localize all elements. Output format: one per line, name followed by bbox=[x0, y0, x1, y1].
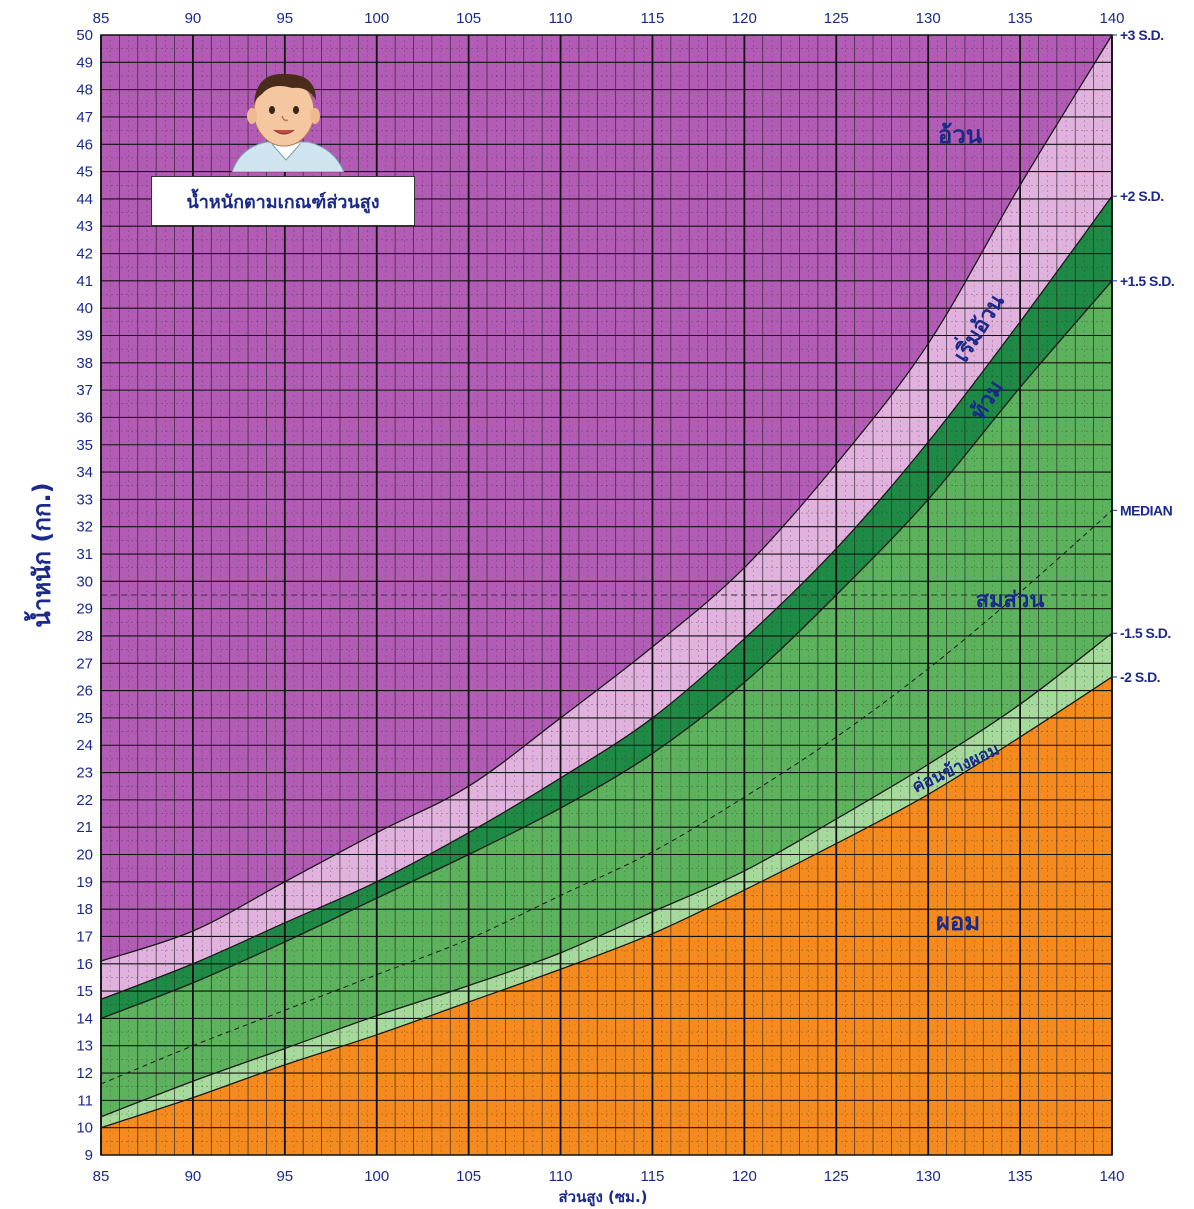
y-tick: 43 bbox=[76, 218, 93, 235]
sd-label: -1.5 S.D. bbox=[1120, 625, 1171, 641]
x-tick-top: 125 bbox=[824, 10, 849, 27]
y-tick: 50 bbox=[76, 27, 93, 44]
x-tick-bottom: 120 bbox=[732, 1168, 757, 1185]
y-axis-title: น้ำหนัก (กก.) bbox=[23, 482, 56, 627]
zone-label-thin: ผอม bbox=[936, 908, 980, 936]
curve-+2s.d. bbox=[100, 195, 1113, 1000]
y-tick: 44 bbox=[76, 191, 93, 208]
y-tick: 13 bbox=[76, 1038, 93, 1055]
series-labels: -2 S.D. -1.5 S.D. MEDIAN +1.5 S.D. +2 S.D. +3… bbox=[1112, 27, 1175, 685]
x-tick-bottom: 135 bbox=[1008, 1168, 1033, 1185]
y-tick: 46 bbox=[76, 136, 93, 153]
x-tick-top: 140 bbox=[1099, 10, 1124, 27]
zone-label-normal: สมส่วน bbox=[976, 588, 1045, 613]
sd-label: -2 S.D. bbox=[1120, 669, 1160, 685]
plot-border bbox=[100, 34, 1113, 1156]
y-tick: 32 bbox=[76, 519, 93, 536]
x-tick-top: 95 bbox=[276, 10, 293, 27]
curve--1.5s.d. bbox=[100, 632, 1113, 1118]
y-tick: 15 bbox=[76, 983, 93, 1000]
y-tick: 17 bbox=[76, 928, 93, 945]
y-tick: 47 bbox=[76, 109, 93, 126]
y-tick: 28 bbox=[76, 628, 93, 645]
y-tick: 24 bbox=[76, 737, 93, 754]
y-tick: 10 bbox=[76, 1120, 93, 1137]
y-tick: 48 bbox=[76, 82, 93, 99]
x-tick-bottom: 90 bbox=[185, 1168, 202, 1185]
y-tick: 20 bbox=[76, 847, 93, 864]
x-tick-bottom: 130 bbox=[916, 1168, 941, 1185]
y-tick: 9 bbox=[85, 1147, 93, 1164]
y-tick: 21 bbox=[76, 819, 93, 836]
y-tick: 16 bbox=[76, 956, 93, 973]
x-tick-bottom: 125 bbox=[824, 1168, 849, 1185]
x-tick-bottom: 95 bbox=[276, 1168, 293, 1185]
y-tick: 40 bbox=[76, 300, 93, 317]
y-tick: 41 bbox=[76, 273, 93, 290]
x-tick-top: 130 bbox=[916, 10, 941, 27]
y-tick: 45 bbox=[76, 164, 93, 181]
zone-thin-fill bbox=[101, 676, 1112, 1155]
y-tick: 35 bbox=[76, 437, 93, 454]
y-tick: 12 bbox=[76, 1065, 93, 1082]
y-tick: 11 bbox=[77, 1092, 93, 1109]
x-tick-bottom: 100 bbox=[364, 1168, 389, 1185]
x-axis-title: ส่วนสูง (ซม.) bbox=[558, 1188, 647, 1207]
chart-title: น้ำหนักตามเกณฑ์ส่วนสูง bbox=[151, 176, 415, 226]
y-tick: 19 bbox=[76, 874, 93, 891]
y-tick: 37 bbox=[76, 382, 93, 399]
x-tick-top: 115 bbox=[640, 10, 664, 27]
x-tick-top: 110 bbox=[549, 10, 573, 27]
curve-median bbox=[100, 509, 1113, 1085]
y-tick: 36 bbox=[76, 409, 93, 426]
zone-label-obese: อ้วน bbox=[938, 121, 983, 149]
x-tick-bottom: 85 bbox=[93, 1168, 110, 1185]
sd-label: +3 S.D. bbox=[1120, 27, 1164, 43]
y-tick: 33 bbox=[76, 491, 93, 508]
y-tick: 49 bbox=[76, 54, 93, 71]
y-tick: 30 bbox=[76, 573, 93, 590]
y-tick: 26 bbox=[76, 683, 93, 700]
y-tick: 25 bbox=[76, 710, 93, 727]
axis-ticks: 85 85 90 90 95 95 100 100 105 105 110 110 115 115 120 1… bbox=[76, 10, 1124, 1185]
y-tick: 38 bbox=[76, 355, 93, 372]
x-tick-bottom: 115 bbox=[640, 1168, 664, 1185]
y-tick: 29 bbox=[76, 601, 93, 618]
x-tick-top: 90 bbox=[185, 10, 202, 27]
y-tick: 31 bbox=[76, 546, 93, 563]
y-tick: 23 bbox=[76, 765, 93, 782]
y-tick: 42 bbox=[76, 246, 93, 263]
curve--2s.d. bbox=[100, 676, 1113, 1129]
x-tick-top: 85 bbox=[93, 10, 110, 27]
child-portrait-icon bbox=[222, 64, 352, 173]
x-tick-bottom: 110 bbox=[549, 1168, 573, 1185]
x-tick-bottom: 140 bbox=[1099, 1168, 1124, 1185]
sd-label: +2 S.D. bbox=[1120, 188, 1164, 204]
curve-+1.5s.d. bbox=[100, 280, 1113, 1020]
x-tick-top: 120 bbox=[732, 10, 757, 27]
sd-label: +1.5 S.D. bbox=[1120, 273, 1174, 289]
y-tick: 39 bbox=[76, 327, 93, 344]
x-tick-top: 105 bbox=[456, 10, 481, 27]
x-tick-bottom: 105 bbox=[456, 1168, 481, 1185]
y-tick: 14 bbox=[76, 1010, 93, 1027]
x-tick-top: 100 bbox=[364, 10, 389, 27]
curve-+3s.d. bbox=[100, 34, 1113, 962]
sd-label: MEDIAN bbox=[1120, 502, 1173, 518]
y-tick: 34 bbox=[76, 464, 93, 481]
x-tick-top: 135 bbox=[1008, 10, 1033, 27]
sd-curves bbox=[100, 34, 1113, 1129]
y-tick: 22 bbox=[76, 792, 93, 809]
y-tick: 18 bbox=[76, 901, 93, 918]
y-tick: 27 bbox=[76, 655, 93, 672]
